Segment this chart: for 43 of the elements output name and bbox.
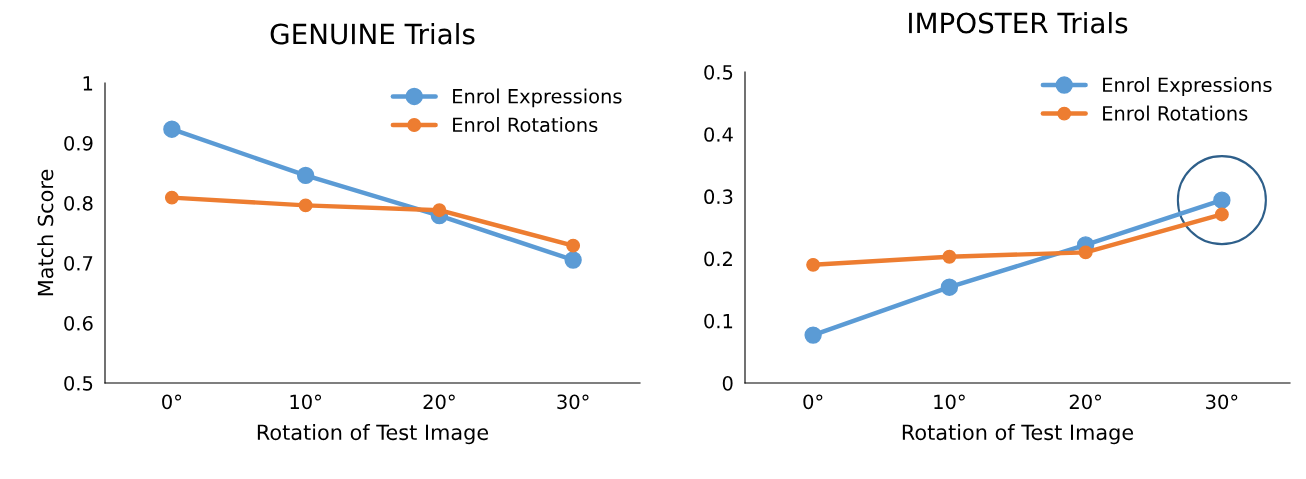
point bbox=[1214, 207, 1229, 222]
y-tick-label: 1 bbox=[83, 76, 93, 91]
legend-label: Enrol Expressions bbox=[1103, 77, 1272, 96]
y-tick-label: 0 bbox=[722, 375, 733, 391]
x-tick-label: 10° bbox=[290, 394, 322, 410]
point bbox=[804, 326, 822, 344]
point bbox=[942, 249, 957, 264]
point bbox=[298, 198, 313, 213]
point bbox=[432, 203, 447, 218]
y-tick-label: 0.5 bbox=[64, 375, 93, 391]
legend-label: Enrol Rotations bbox=[453, 117, 598, 133]
point bbox=[564, 251, 582, 269]
point bbox=[164, 190, 179, 205]
x-axis-title: Rotation of Test Image bbox=[902, 424, 1134, 445]
x-tick-label: 20° bbox=[423, 394, 455, 410]
y-axis-title: Match Score bbox=[37, 169, 54, 296]
y-tick-label: 0.2 bbox=[704, 251, 732, 267]
y-tick-label: 0.3 bbox=[704, 189, 733, 205]
y-tick-label: 0.6 bbox=[64, 315, 93, 331]
point bbox=[566, 238, 581, 253]
point bbox=[940, 278, 959, 296]
point bbox=[163, 120, 181, 138]
point bbox=[296, 166, 315, 185]
x-tick-label: 0° bbox=[162, 394, 182, 410]
y-tick-label: 0.7 bbox=[64, 255, 93, 271]
point bbox=[806, 257, 821, 272]
point bbox=[1213, 191, 1231, 209]
chart-title: IMPOSTER Trials bbox=[909, 12, 1128, 34]
point bbox=[1078, 245, 1093, 260]
y-tick-label: 0.4 bbox=[704, 127, 733, 142]
x-axis-title: Rotation of Test Image bbox=[257, 424, 489, 445]
x-tick-label: 30° bbox=[1206, 394, 1238, 410]
chart-title: GENUINE Trials bbox=[270, 23, 475, 45]
y-tick-label: 0.5 bbox=[704, 64, 733, 80]
x-tick-label: 30° bbox=[557, 394, 589, 410]
y-tick-label: 0.8 bbox=[64, 195, 93, 211]
x-tick-label: 0° bbox=[803, 394, 823, 410]
legend-label: Enrol Rotations bbox=[1103, 105, 1248, 121]
y-tick-label: 0.9 bbox=[64, 135, 93, 151]
legend-label: Enrol Expressions bbox=[453, 88, 622, 108]
x-tick-label: 20° bbox=[1069, 394, 1102, 410]
y-tick-label: 0.1 bbox=[704, 313, 733, 329]
x-tick-label: 10° bbox=[934, 394, 965, 410]
